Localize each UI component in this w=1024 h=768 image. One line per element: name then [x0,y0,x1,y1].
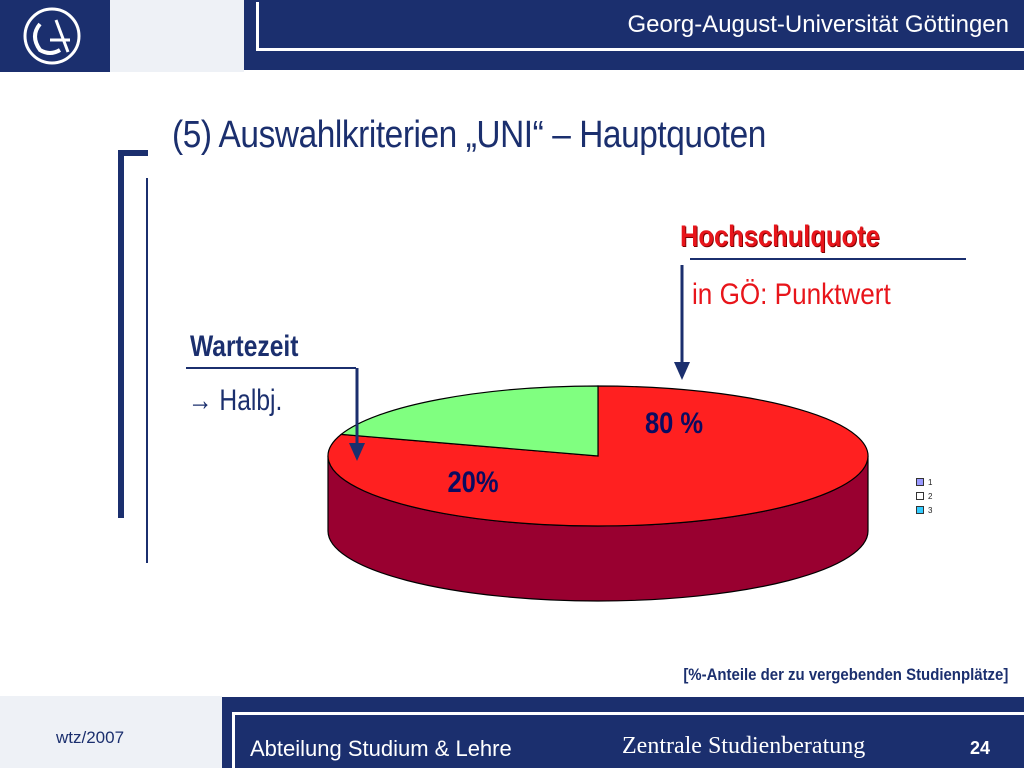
pie-data-label-2: 20% [447,465,498,498]
university-logo [0,0,110,72]
legend-swatch [916,506,924,514]
wartezeit-underline [186,367,356,369]
wartezeit-label: Wartezeit [190,330,299,363]
slide-title: (5) Auswahlkriterien „UNI“ – Hauptquoten [172,114,766,156]
footer-date: wtz/2007 [56,728,125,747]
header-strip [110,0,244,72]
legend-item: 2 [916,489,932,503]
wartezeit-arrow [349,368,365,461]
footer-left-panel [0,696,222,768]
footer-office: Zentrale Studienberatung [622,733,866,759]
left-bracket [118,150,148,518]
source-note: [%-Anteile der zu vergebenden Studienplä… [682,665,1008,684]
logo-emblem-icon [23,7,81,65]
page-number: 24 [970,738,991,758]
wartezeit-sublabel: → Halbj. [188,384,283,417]
footer-bar [222,697,1024,768]
footer-frame [232,712,1024,768]
legend-item: 3 [916,503,932,517]
chart-legend: 1 2 3 [916,475,932,517]
footer-department: Abteilung Studium & Lehre [250,736,512,761]
pie-data-label-1: 80 % [645,406,703,439]
hochschulquote-underline [690,258,966,260]
university-name: Georg-August-Universität Göttingen [627,11,1009,38]
left-bracket-line [146,178,148,563]
hochschulquote-arrow [674,265,690,380]
hochschulquote-sublabel: in GÖ: Punktwert [692,278,891,311]
legend-label: 1 [928,477,933,487]
legend-label: 2 [928,491,933,501]
hochschulquote-label: Hochschulquote [680,220,880,253]
legend-swatch [916,492,924,500]
legend-label: 3 [928,505,933,515]
legend-item: 1 [916,475,932,489]
legend-swatch [916,478,924,486]
header-frame: Georg-August-Universität Göttingen [256,2,1024,51]
